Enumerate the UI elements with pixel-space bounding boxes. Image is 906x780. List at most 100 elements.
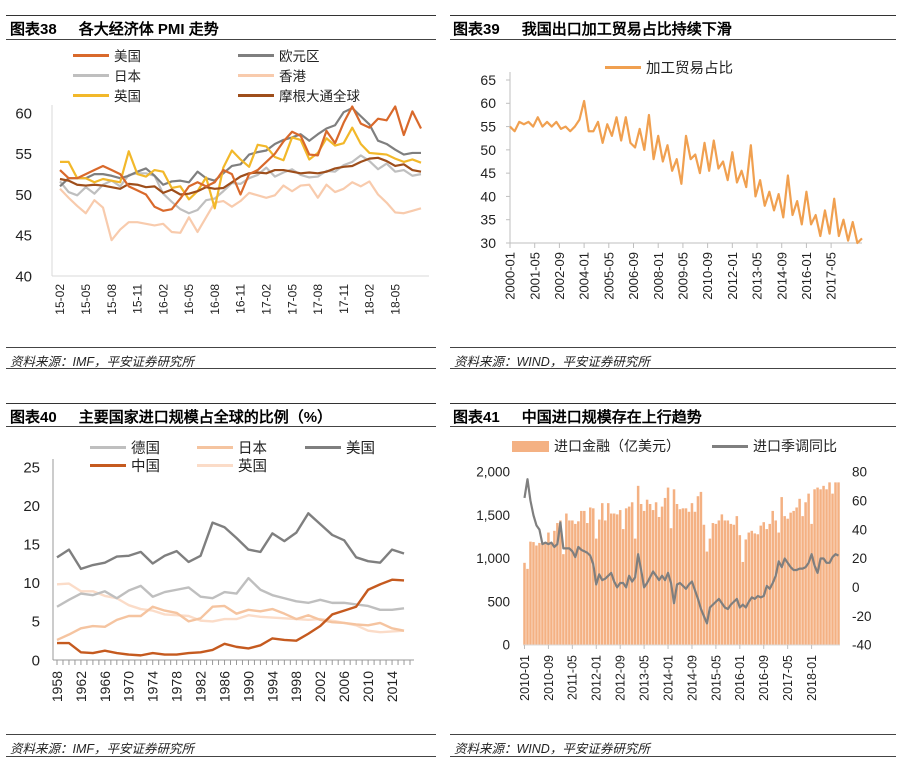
bar bbox=[609, 513, 613, 645]
figure-title: 中国进口规模存在上行趋势 bbox=[521, 409, 702, 426]
bar bbox=[726, 520, 730, 645]
bar bbox=[624, 508, 628, 645]
x-tick-label: 17-05 bbox=[285, 284, 299, 315]
panel-title: 图表41 中国进口规模存在上行趋势 bbox=[453, 406, 702, 427]
series-line-2 bbox=[59, 154, 422, 215]
legend-item: 美国 bbox=[73, 45, 141, 65]
legend-item: 加工贸易占比 bbox=[605, 57, 733, 78]
bar bbox=[708, 538, 712, 645]
series-line-1 bbox=[59, 107, 421, 188]
bar bbox=[750, 530, 754, 645]
y-tick-label: 1,000 bbox=[476, 551, 510, 566]
x-tick-label: 1994 bbox=[264, 671, 280, 702]
bar bbox=[678, 509, 682, 645]
y-tick-label: 35 bbox=[480, 212, 496, 228]
legend-item: 中国 bbox=[90, 455, 160, 476]
bar bbox=[711, 523, 715, 645]
bar bbox=[526, 568, 529, 645]
legend-item: 欧元区 bbox=[238, 45, 320, 65]
y-tick-label: 1,500 bbox=[476, 508, 510, 523]
source-bottom-rule bbox=[450, 368, 896, 369]
x-tick-label: 2012-01 bbox=[590, 655, 604, 701]
legend-swatch bbox=[73, 53, 109, 57]
series-line-4 bbox=[60, 126, 422, 210]
bar bbox=[666, 487, 670, 645]
source-note: 资料来源：IMF，平安证券研究所 bbox=[10, 355, 195, 369]
legend-swatch bbox=[197, 446, 233, 449]
bar bbox=[654, 502, 658, 645]
bar bbox=[729, 523, 733, 645]
source-note: 资料来源：IMF，平安证券研究所 bbox=[10, 742, 195, 756]
legend-label: 摩根大通全球 bbox=[279, 89, 360, 104]
bar bbox=[589, 507, 592, 645]
bar bbox=[705, 551, 709, 645]
bar bbox=[532, 542, 535, 645]
bar bbox=[615, 514, 619, 645]
bar bbox=[663, 497, 667, 645]
bar bbox=[636, 485, 640, 645]
x-tick-label: 15-02 bbox=[53, 284, 67, 315]
bar bbox=[541, 542, 544, 645]
x-tick-label: 1958 bbox=[49, 671, 65, 702]
series-line-0 bbox=[56, 576, 405, 612]
figure-title: 主要国家进口规模占全球的比例（%） bbox=[78, 409, 333, 426]
bar bbox=[762, 522, 765, 645]
y-tick-label: 50 bbox=[15, 187, 32, 204]
legend-label: 加工贸易占比 bbox=[646, 61, 733, 77]
x-tick-label: 2002-09 bbox=[552, 252, 567, 300]
panel-title-rule bbox=[450, 39, 896, 40]
bar bbox=[714, 523, 718, 645]
y-tick-label: 55 bbox=[15, 146, 32, 163]
legend-label: 中国 bbox=[131, 459, 160, 475]
x-tick-label: 18-05 bbox=[388, 284, 402, 315]
y-tick-label: 15 bbox=[23, 536, 40, 553]
legend-item: 美国 bbox=[305, 437, 375, 458]
legend-item: 英国 bbox=[197, 455, 267, 476]
bar bbox=[723, 520, 727, 645]
bar bbox=[687, 511, 691, 645]
bar bbox=[675, 504, 679, 645]
x-tick-label: 1966 bbox=[97, 671, 113, 702]
y-tick-label: 10 bbox=[23, 575, 40, 592]
x-tick-label: 1978 bbox=[169, 671, 185, 702]
bar bbox=[744, 539, 748, 645]
bar bbox=[720, 514, 724, 645]
x-tick-label: 2000-01 bbox=[503, 252, 518, 300]
x-tick-label: 17-02 bbox=[259, 284, 273, 315]
x-tick-label: 2014-09 bbox=[774, 252, 789, 300]
bar bbox=[618, 510, 622, 645]
x-tick-label: 17-08 bbox=[311, 284, 325, 315]
y-tick-label: 20 bbox=[23, 498, 40, 515]
series-line-3 bbox=[57, 578, 405, 657]
bar bbox=[795, 507, 798, 645]
bar bbox=[592, 508, 595, 645]
y-tick-label: 60 bbox=[852, 494, 867, 509]
bar bbox=[586, 523, 589, 645]
panel-top-rule bbox=[6, 403, 436, 404]
bar bbox=[633, 538, 637, 645]
x-tick-label: 2012-09 bbox=[614, 655, 628, 701]
series-line-5 bbox=[59, 156, 422, 196]
legend-label: 日本 bbox=[238, 441, 267, 457]
bar bbox=[789, 512, 792, 645]
legend-swatch bbox=[238, 53, 274, 57]
bar bbox=[547, 532, 550, 645]
bar bbox=[642, 510, 646, 645]
bar bbox=[798, 498, 801, 645]
x-tick-label: 15-08 bbox=[105, 284, 119, 315]
y-tick-label: 500 bbox=[487, 594, 510, 609]
x-tick-label: 15-11 bbox=[131, 284, 145, 314]
bar bbox=[651, 510, 655, 645]
legend-swatch bbox=[605, 66, 641, 69]
x-tick-label: 2009-05 bbox=[675, 252, 690, 300]
x-tick-label: 2017-05 bbox=[781, 655, 795, 701]
bar bbox=[559, 520, 562, 645]
x-tick-label: 16-02 bbox=[156, 284, 170, 315]
source-top-rule bbox=[450, 347, 896, 348]
x-tick-label: 2010-01 bbox=[518, 655, 532, 701]
bar bbox=[756, 534, 760, 645]
legend-label: 美国 bbox=[114, 49, 141, 64]
y-tick-label: 0 bbox=[32, 652, 40, 669]
bar bbox=[550, 542, 553, 645]
legend-item: 日本 bbox=[73, 65, 141, 85]
